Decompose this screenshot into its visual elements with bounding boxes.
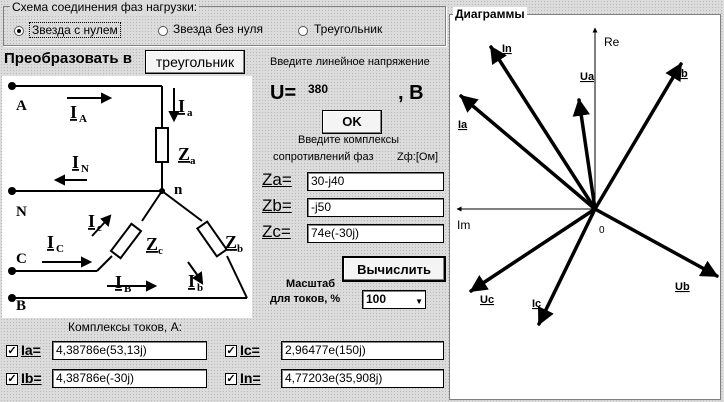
label-uc: Uc xyxy=(480,294,494,306)
ok-button[interactable]: OK xyxy=(322,110,382,134)
in-value[interactable]: 4,77203e(35,908j) xyxy=(281,369,444,388)
svg-text:I: I xyxy=(115,272,122,292)
label-origin: 0 xyxy=(599,225,605,236)
voltage-unit: , B xyxy=(398,82,424,104)
phasor-in xyxy=(489,45,597,211)
ic-value[interactable]: 2,96477e(150j) xyxy=(281,341,444,360)
phasor-ia xyxy=(459,94,597,211)
svg-text:Z: Z xyxy=(146,234,158,254)
ia-checkbox[interactable]: ✓ xyxy=(6,345,18,357)
svg-text:I: I xyxy=(188,271,195,291)
phasor-uc xyxy=(469,207,597,293)
svg-text:a: a xyxy=(187,107,193,119)
ia-value[interactable]: 4,38786e(53,13j) xyxy=(52,341,207,360)
phasor-ib xyxy=(593,62,683,211)
ib-label: Ib= xyxy=(21,370,42,386)
label-ia: Ia xyxy=(458,119,468,131)
phasor-ub xyxy=(593,207,719,278)
diagram-title: Диаграммы xyxy=(453,7,527,21)
svg-text:b: b xyxy=(197,282,203,294)
svg-text:N: N xyxy=(81,163,89,175)
label-ua: Ua xyxy=(580,71,595,83)
chevron-down-icon[interactable]: ▼ xyxy=(415,297,423,306)
connection-group xyxy=(3,6,446,46)
scale-select-value: 100 xyxy=(366,292,387,306)
svg-text:I: I xyxy=(88,211,95,231)
radio-star-neutral[interactable] xyxy=(14,26,24,36)
circuit-panel xyxy=(2,76,252,318)
zc-label: Zc= xyxy=(262,222,291,241)
zc-input[interactable]: 74e(-30j) xyxy=(307,224,444,243)
circuit-diagram: A N C B n I A I N I C I B I a I c I b Z … xyxy=(8,82,248,314)
label-re: Re xyxy=(604,35,620,49)
ia-label: Ia= xyxy=(21,342,41,358)
scale-select[interactable]: 100 ▼ xyxy=(362,290,426,309)
in-checkbox[interactable]: ✓ xyxy=(225,373,237,385)
radio-star-no-neutral-label[interactable]: Звезда без нуля xyxy=(173,22,263,36)
scale-label-1: Масштаб xyxy=(286,278,336,290)
radio-star-neutral-label[interactable]: Звезда с нулем xyxy=(29,22,121,38)
node-n-label: n xyxy=(174,182,183,198)
zb-input[interactable]: -j50 xyxy=(307,198,444,217)
label-im: Im xyxy=(457,218,470,232)
svg-text:Z: Z xyxy=(225,232,237,252)
svg-text:Z: Z xyxy=(178,144,190,164)
svg-text:I: I xyxy=(47,232,54,252)
svg-text:B: B xyxy=(124,283,132,295)
voltage-value[interactable]: 380 xyxy=(308,82,329,96)
ic-label: Ic= xyxy=(240,342,260,358)
label-ub: Ub xyxy=(675,281,690,293)
convert-label: Преобразовать в xyxy=(4,50,132,67)
terminal-n-label: N xyxy=(16,204,27,220)
svg-text:I: I xyxy=(178,96,185,116)
convert-button[interactable]: треугольник xyxy=(145,50,245,74)
radio-triangle-label[interactable]: Треугольник xyxy=(314,22,383,36)
svg-text:b: b xyxy=(237,243,243,255)
svg-text:A: A xyxy=(79,113,87,125)
svg-text:I: I xyxy=(70,102,77,122)
label-ic: Ic xyxy=(532,298,541,310)
phasor-ic xyxy=(537,207,597,326)
connection-group-title: Схема соединения фаз нагрузки: xyxy=(10,0,200,14)
zb-label: Zb= xyxy=(262,196,292,215)
impedance-prompt-2: сопротивлений фаз xyxy=(273,151,374,163)
svg-text:C: C xyxy=(56,243,64,255)
label-in: In xyxy=(502,43,512,55)
terminal-b-label: B xyxy=(16,298,26,314)
terminal-c-label: C xyxy=(16,251,27,267)
currents-title: Комплексы токов, А: xyxy=(68,320,182,334)
ib-value[interactable]: 4,38786e(-30j) xyxy=(52,369,207,388)
in-label: In= xyxy=(240,370,261,386)
svg-text:c: c xyxy=(97,222,102,234)
svg-text:I: I xyxy=(72,152,79,172)
voltage-u-label: U= xyxy=(270,82,297,104)
calculate-button[interactable]: Вычислить xyxy=(342,256,446,282)
za-input[interactable]: 30-j40 xyxy=(307,172,444,191)
phasor-ua xyxy=(572,98,597,211)
svg-text:a: a xyxy=(190,155,196,167)
scale-label-2: для токов, % xyxy=(270,293,341,305)
radio-triangle[interactable] xyxy=(298,26,308,36)
terminal-a-label: A xyxy=(16,98,27,114)
impedance-prompt-1: Введите комплексы xyxy=(298,134,400,146)
svg-text:c: c xyxy=(158,245,163,257)
voltage-prompt: Введите линейное напряжение xyxy=(270,56,430,68)
za-label: Za= xyxy=(262,170,292,189)
radio-star-no-neutral[interactable] xyxy=(158,26,168,36)
label-ib: Ib xyxy=(678,68,688,80)
ic-checkbox[interactable]: ✓ xyxy=(225,345,237,357)
impedance-unit-label: Zф:[Ом] xyxy=(397,151,439,163)
phasor-diagram: In Ua Ib Ia Uc Ic Ub Re Im 0 xyxy=(456,27,719,326)
ib-checkbox[interactable]: ✓ xyxy=(6,373,18,385)
